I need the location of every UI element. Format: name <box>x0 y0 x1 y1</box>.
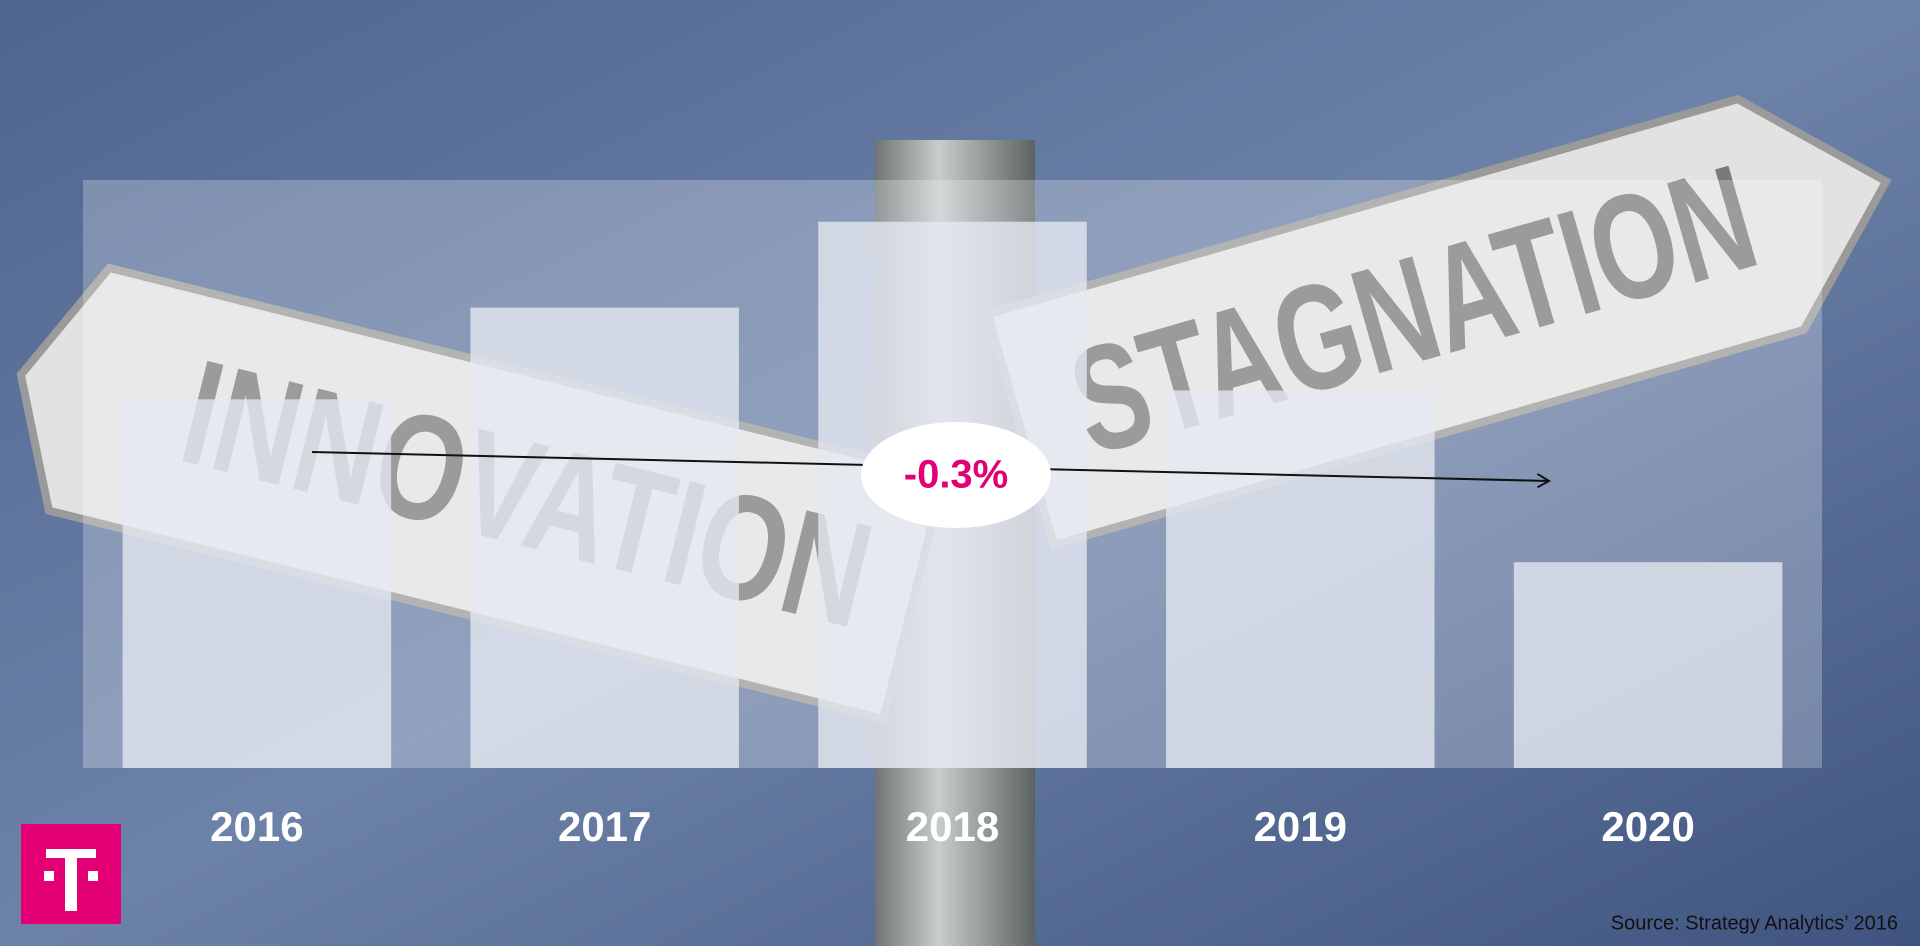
x-tick-label: 2019 <box>1254 803 1347 850</box>
logo-stem <box>65 849 77 911</box>
bar <box>1514 562 1783 768</box>
x-tick-label: 2017 <box>558 803 651 850</box>
x-tick-label: 2016 <box>210 803 303 850</box>
logo-dot <box>88 871 98 881</box>
annotation: -0.3% <box>904 453 1009 497</box>
x-tick-label: 2020 <box>1601 803 1694 850</box>
logo-dot <box>44 871 54 881</box>
x-tick-label: 2018 <box>906 803 999 850</box>
logo <box>21 824 121 924</box>
bar <box>123 399 392 768</box>
bar <box>470 308 739 768</box>
bar <box>1166 391 1435 768</box>
chart: INNOVATION STAGNATION -0.3% Source: Stra… <box>0 0 1920 946</box>
source: Source: Strategy Analytics’ 2016 <box>1611 912 1898 934</box>
